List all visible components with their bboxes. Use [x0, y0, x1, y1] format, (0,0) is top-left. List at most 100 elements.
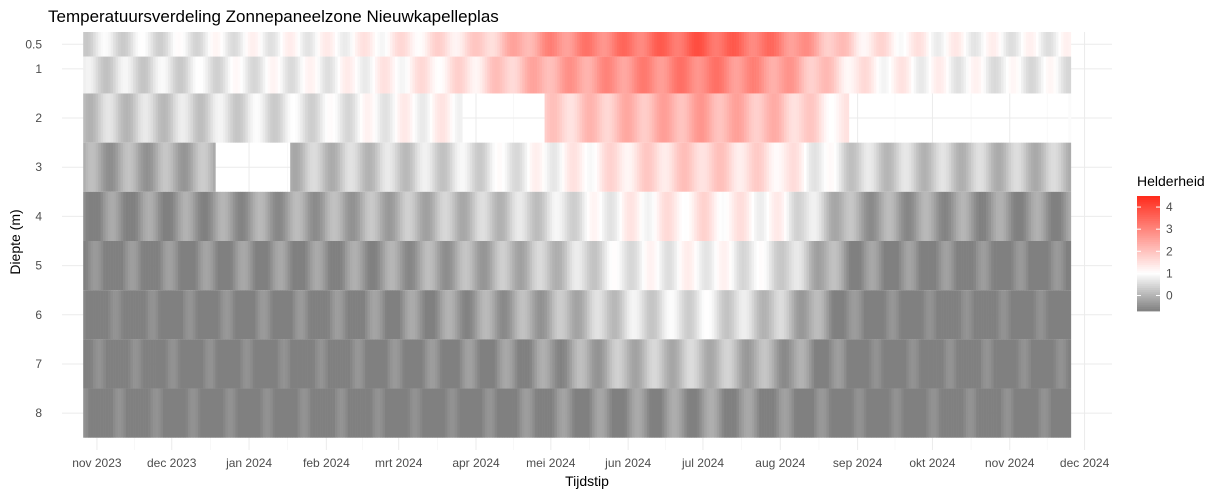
heatmap-cell [397, 32, 401, 57]
x-tick-label: apr 2024 [452, 456, 500, 470]
heatmap-cell [467, 241, 471, 291]
heatmap-cell [838, 388, 842, 438]
heatmap-cell [582, 191, 585, 241]
heatmap-cell [711, 241, 715, 291]
heatmap-cell [858, 388, 862, 438]
heatmap-cell [609, 142, 613, 192]
heatmap-cell [524, 388, 528, 438]
heatmap-cell [858, 290, 862, 340]
x-tick-label: dec 2023 [147, 456, 197, 470]
heatmap-cell [494, 339, 498, 389]
heatmap-cell [569, 93, 573, 143]
heatmap-cell [818, 93, 822, 143]
colorbar-segment [1137, 222, 1160, 226]
heatmap-cell [260, 191, 264, 241]
heatmap-cell [367, 290, 371, 340]
heatmap-cell [986, 339, 989, 389]
heatmap-cell [547, 191, 550, 241]
heatmap-cell [230, 56, 234, 94]
heatmap-cell [764, 290, 767, 340]
heatmap-cell [771, 142, 775, 192]
heatmap-cell [93, 290, 96, 340]
heatmap-cell [360, 142, 363, 192]
heatmap-cell [1013, 241, 1017, 291]
heatmap-cell [494, 290, 498, 340]
heatmap-cell [352, 290, 356, 340]
heatmap-cell [579, 290, 583, 340]
heatmap-cell [958, 56, 962, 94]
heatmap-cell [971, 388, 974, 438]
y-tick-label: 4 [35, 209, 42, 223]
heatmap-cell [799, 142, 802, 192]
heatmap-cell [352, 388, 356, 438]
heatmap-cell [562, 241, 565, 291]
heatmap-cell [976, 388, 979, 438]
heatmap-cell [786, 191, 790, 241]
heatmap-cell [172, 191, 176, 241]
heatmap-cell [88, 32, 91, 57]
heatmap-cell [1045, 290, 1049, 340]
heatmap-cell [372, 388, 376, 438]
heatmap-cell [133, 93, 136, 143]
heatmap-cell [664, 93, 668, 143]
colorbar-segment [1137, 253, 1160, 256]
heatmap-cell [828, 56, 832, 94]
heatmap-cell [1068, 32, 1072, 57]
heatmap-cell [212, 191, 216, 241]
heatmap-cell [155, 241, 159, 291]
heatmap-cell [230, 388, 234, 438]
heatmap-cell [661, 142, 665, 192]
colorbar-segment [1137, 295, 1160, 298]
heatmap-cell [182, 93, 186, 143]
heatmap-cell [133, 241, 136, 291]
heatmap-cell [452, 93, 456, 143]
heatmap-cell [115, 290, 119, 340]
heatmap-cell [766, 56, 770, 94]
heatmap-cell [791, 32, 795, 57]
heatmap-cell [706, 290, 710, 340]
heatmap-cell [591, 142, 595, 192]
heatmap-cell [502, 388, 505, 438]
heatmap-cell [572, 142, 575, 192]
heatmap-cell [1001, 56, 1004, 94]
heatmap-cell [257, 191, 261, 241]
heatmap-cell [684, 241, 688, 291]
colorbar-segment [1137, 301, 1160, 304]
heatmap-cell [507, 32, 510, 57]
heatmap-cell [384, 56, 388, 94]
heatmap-cell [414, 388, 418, 438]
heatmap-cell [509, 339, 513, 389]
heatmap-cell [108, 56, 111, 94]
heatmap-cell [729, 339, 732, 389]
heatmap-cell [1058, 32, 1062, 57]
heatmap-cell [621, 191, 625, 241]
heatmap-cell [621, 56, 625, 94]
heatmap-cell [836, 93, 840, 143]
heatmap-cell [679, 290, 683, 340]
heatmap-cell [472, 142, 476, 192]
heatmap-cell [130, 241, 134, 291]
heatmap-cell [629, 32, 633, 57]
heatmap-cell [115, 142, 119, 192]
heatmap-cell [225, 93, 229, 143]
heatmap-cell [469, 32, 473, 57]
heatmap-cell [1013, 191, 1017, 241]
heatmap-cell [215, 241, 219, 291]
heatmap-cell [542, 191, 545, 241]
heatmap-cell [1048, 191, 1052, 241]
heatmap-cell [514, 290, 518, 340]
heatmap-cell [811, 191, 815, 241]
heatmap-cell [459, 93, 463, 143]
heatmap-cell [906, 290, 910, 340]
heatmap-cell [908, 290, 912, 340]
heatmap-cell [856, 290, 860, 340]
heatmap-cell [90, 93, 94, 143]
heatmap-cell [587, 339, 590, 389]
heatmap-cell [998, 339, 1002, 389]
heatmap-cell [858, 56, 862, 94]
heatmap-cell [1068, 142, 1072, 192]
heatmap-cell [482, 339, 486, 389]
heatmap-cell [210, 339, 214, 389]
heatmap-cell [414, 93, 418, 143]
colorbar-segment [1137, 251, 1160, 254]
